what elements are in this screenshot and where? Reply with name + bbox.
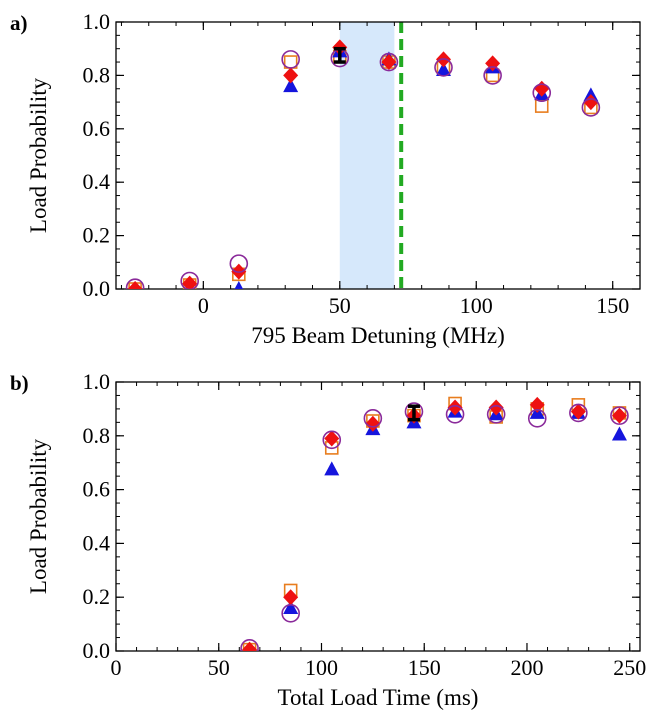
triangle-marker [436, 62, 451, 77]
triangle-marker [611, 426, 627, 441]
circle-marker [322, 430, 342, 450]
y-tick-label: 0.4 [83, 169, 111, 194]
diamond-marker [485, 55, 501, 72]
x-axis-title: Total Load Time (ms) [278, 685, 479, 710]
circle-marker [569, 403, 588, 423]
diamond-marker [447, 399, 463, 416]
x-tick-label: 0 [198, 293, 209, 318]
x-tick-label: 150 [596, 293, 629, 318]
y-axis-title: Load Probability [26, 77, 51, 233]
panel-b: 0 50 100 150 200 250 0.0 0.2 0.4 0.6 0.8 1.0 Total L… [10, 369, 646, 710]
circle-marker [240, 639, 259, 651]
triangle-marker [283, 78, 299, 93]
circle-marker [483, 66, 502, 85]
circle-marker [125, 278, 145, 289]
x-tick-label: 0 [111, 655, 122, 680]
circle-marker [434, 58, 453, 77]
y-tick-label: 0.6 [83, 116, 111, 141]
x-tick-label: 250 [613, 655, 646, 680]
y-tick-label: 0.0 [83, 276, 111, 301]
circle-marker [281, 604, 300, 623]
triangle-marker [234, 281, 244, 289]
y-tick-label: 0.6 [83, 477, 111, 502]
diamond-marker [534, 80, 550, 97]
diamond-marker [283, 589, 299, 606]
x-tick-label: 50 [329, 293, 351, 318]
x-tick-label: 100 [460, 293, 493, 318]
panel-a: 0 50 100 150 0.0 0.2 0.4 0.6 0.8 1.0 795 Beam Detu… [10, 9, 641, 348]
shaded-band [339, 22, 395, 289]
diamond-marker [583, 94, 599, 111]
y-tick-label: 0.8 [83, 423, 111, 448]
y-tick-label: 0.4 [83, 530, 111, 555]
y-tick-label: 0.2 [83, 584, 111, 609]
y-tick-label: 1.0 [83, 9, 111, 34]
y-tick-label: 0.0 [83, 638, 111, 663]
x-tick-label: 200 [510, 655, 543, 680]
x-axis-title: 795 Beam Detuning (MHz) [251, 323, 505, 348]
x-tick-label: 150 [408, 655, 441, 680]
circle-marker [281, 50, 300, 69]
x-tick-label: 100 [305, 655, 338, 680]
panel-label: a) [10, 11, 28, 35]
diamond-marker [488, 399, 504, 416]
y-axis-title: Load Probability [26, 438, 51, 594]
circle-marker [581, 98, 601, 117]
circle-marker [486, 404, 506, 424]
circle-marker [180, 271, 199, 289]
diamond-marker [570, 403, 586, 420]
x-tick-label: 50 [208, 655, 230, 680]
circle-marker [229, 254, 249, 273]
diamond-marker [611, 407, 627, 424]
circle-marker [379, 52, 399, 72]
square-marker [534, 99, 549, 113]
diamond-marker [381, 54, 397, 71]
diamond-marker [182, 275, 198, 289]
diamond-marker [127, 281, 143, 289]
circle-marker [527, 409, 547, 428]
y-tick-label: 1.0 [83, 369, 111, 394]
y-tick-label: 0.2 [83, 223, 111, 248]
data-markers [240, 396, 629, 651]
circle-marker [610, 406, 629, 425]
diamond-marker [283, 67, 299, 84]
circle-marker [532, 83, 552, 103]
diamond-marker [324, 430, 340, 447]
diamond-marker [242, 641, 258, 651]
panel-label: b) [10, 371, 29, 395]
circle-marker [363, 409, 383, 428]
data-markers [125, 39, 601, 289]
circle-marker [445, 404, 465, 424]
triangle-marker [283, 599, 299, 614]
diamond-marker [529, 396, 545, 413]
triangle-marker [324, 461, 340, 476]
diamond-marker [365, 415, 381, 432]
y-tick-label: 0.8 [83, 62, 111, 87]
